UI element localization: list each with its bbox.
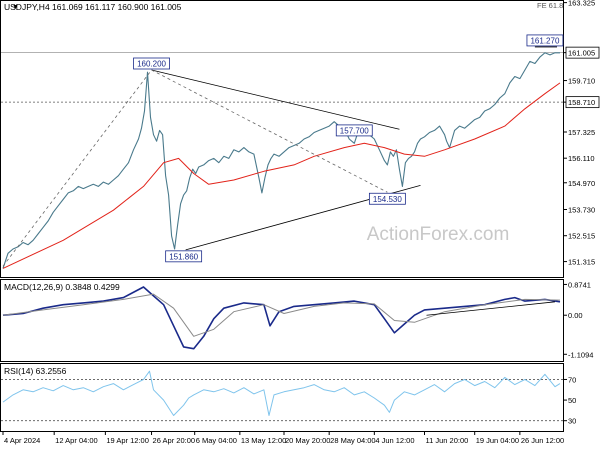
x-tick-label: 19 Apr 12:00 [106,436,149,445]
rsi-title: RSI(14) 63.2556 [4,366,67,376]
y-tick-label: 161.005 [568,49,595,58]
x-tick-label: 19 Jun 04:00 [476,436,519,445]
price-annotation-box [133,57,170,70]
price-annotation-label: 160.200 [137,60,166,69]
series-line-macd [2,286,561,350]
macd-title: MACD(12,26,9) 0.3848 0.4299 [4,282,120,292]
y-tick-label: 156.110 [568,154,595,163]
macd-panel-frame [0,279,564,362]
dropdown-chevron-icon[interactable]: ▼ [12,4,19,11]
header-fe-label: FE 61.8 [537,1,563,10]
trendline [151,69,400,130]
x-tick-label: 11 Jun 20:00 [426,436,469,445]
series-line-rsi [2,370,561,416]
series-line-price [2,52,560,269]
series-line-ema [2,82,561,269]
y-tick-label: 163.325 [568,0,595,8]
x-tick-label: 28 May 04:00 [330,436,375,445]
rsi-panel: 70 50 30 [1,370,576,426]
price-annotation-box [335,124,373,137]
trendline [151,69,388,193]
y-tick-label: 0.00 [568,311,583,320]
price-annotation-label: 151.860 [169,252,198,261]
x-tick-label: 12 Apr 04:00 [55,436,98,445]
x-tick-label: 6 May 04:00 [196,436,237,445]
rsi-panel-frame [0,363,564,432]
price-annotation-box [368,192,406,205]
x-tick-label: 4 Apr 2024 [4,436,40,445]
x-tick-label: 26 Jun 12:00 [521,436,564,445]
y-tick-label: 159.710 [568,77,595,86]
price-annotation-label: 154.530 [373,195,402,204]
trendline [2,69,152,267]
x-tick-label: 4 Jun 12:00 [375,436,414,445]
y-tick-label: 157.325 [568,128,595,137]
y-tick-label: 151.315 [568,258,595,267]
macd-panel: 0.8741 0.00 -1.1094 [2,280,593,359]
y-tick-label: 152.515 [568,232,595,241]
y-tick-label: 70 [568,375,576,384]
watermark: ActionForex.com [367,224,510,245]
y-tick-label: 154.970 [568,179,595,188]
x-tick-label: 13 May 12:00 [241,436,286,445]
y-tick-highlight-box [565,46,600,59]
y-tick-label: 0.8741 [568,280,591,289]
y-tick-label: 158.710 [568,98,595,107]
x-tick-label: 20 May 20:00 [285,436,330,445]
header-symbol-line: USDJPY,H4 161.069 161.117 160.900 161.00… [4,2,182,12]
y-tick-highlight-box [565,96,600,109]
price-panel: 163.325 161.005 159.710 158.710 157.325 156.1… [1,0,600,269]
y-tick-label: -1.1094 [568,350,593,359]
price-annotation-label: 161.270 [530,36,559,45]
y-tick-label: 153.730 [568,206,595,215]
price-panel-frame [0,0,564,278]
y-tick-label: 50 [568,396,576,405]
price-annotation-box [526,34,564,47]
x-tick-label: 26 Apr 20:00 [153,436,196,445]
price-annotation-box [165,250,203,263]
price-annotation-label: 157.700 [340,126,369,135]
x-axis: 4 Apr 2024 12 Apr 04:00 19 Apr 12:00 26 Apr… [2,431,564,445]
trendline [426,301,556,316]
y-tick-label: 30 [568,417,576,426]
